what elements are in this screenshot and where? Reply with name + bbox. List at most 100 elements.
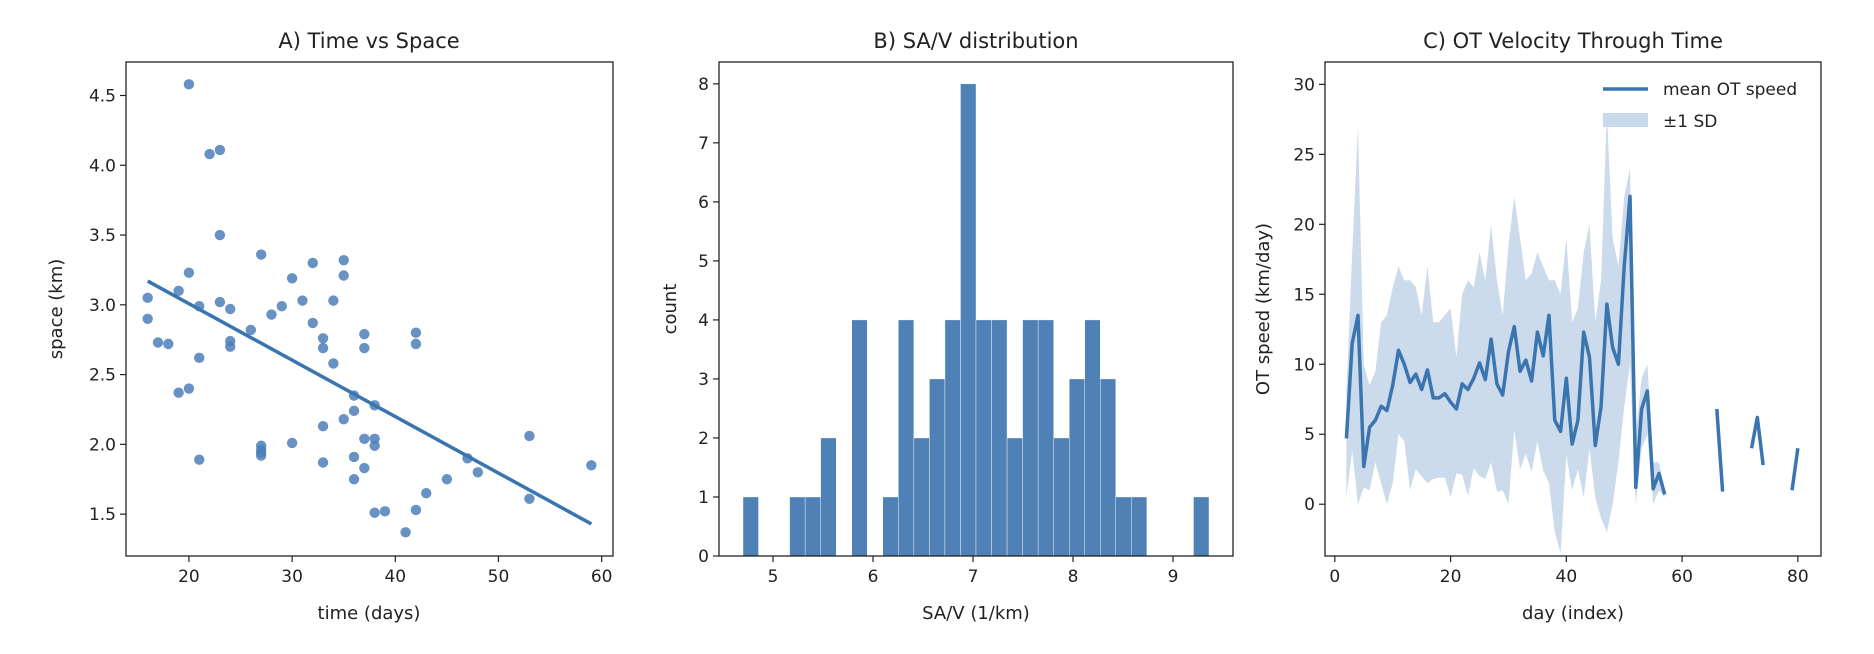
- panel-a-xtick-label: 50: [488, 567, 510, 587]
- scatter-point: [369, 507, 380, 518]
- histogram-bar: [742, 496, 759, 557]
- scatter-point: [194, 454, 205, 465]
- histogram-bar: [1022, 319, 1039, 557]
- histogram-bar: [898, 319, 915, 557]
- panel-c-ot-velocity: C) OT Velocity Through Time day (index) …: [1253, 29, 1822, 624]
- scatter-point: [328, 295, 339, 306]
- scatter-point: [204, 148, 215, 160]
- scatter-point: [421, 488, 432, 499]
- panel-c-ytick-label: 25: [1293, 145, 1315, 165]
- regression-line: [146, 279, 593, 526]
- scatter-point: [317, 457, 329, 468]
- scatter-point: [359, 328, 370, 340]
- scatter-point: [225, 341, 236, 352]
- panel-a-axes-frame: [125, 61, 614, 557]
- panel-b-ytick-label: 7: [698, 134, 709, 154]
- histogram-bar: [789, 496, 806, 557]
- scatter-point: [255, 249, 267, 260]
- panel-a-xtick-label: 40: [384, 567, 406, 587]
- scatter-point: [142, 292, 153, 304]
- panel-a-xlabel: time (days): [318, 603, 421, 624]
- panel-b-ytick-label: 8: [698, 75, 709, 95]
- scatter-point: [307, 257, 318, 269]
- panel-c-ytick-label: 10: [1293, 355, 1315, 375]
- scatter-point: [276, 301, 287, 312]
- legend-label-sd: ±1 SD: [1663, 112, 1717, 132]
- scatter-point: [214, 229, 226, 241]
- histogram-bar: [820, 437, 837, 557]
- histogram-bar: [1115, 496, 1132, 557]
- scatter-point: [183, 267, 195, 278]
- scatter-point: [359, 433, 370, 444]
- panel-a-ylabel: space (km): [46, 259, 67, 360]
- panel-c-ytick-label: 5: [1304, 425, 1315, 445]
- scatter-point: [348, 474, 360, 485]
- panel-c-xlabel: day (index): [1522, 603, 1624, 624]
- histogram-bar: [1084, 319, 1101, 557]
- panel-c-xtick-label: 80: [1787, 567, 1809, 587]
- scatter-point: [359, 342, 370, 354]
- scatter-point: [524, 430, 535, 442]
- panel-a-ytick-label: 2.5: [89, 366, 116, 386]
- panel-c-ytick-label: 30: [1293, 75, 1315, 95]
- histogram-bar: [1037, 319, 1054, 557]
- scatter-point: [472, 467, 484, 478]
- scatter-point: [245, 324, 257, 336]
- panel-a-ytick-label: 3.0: [89, 296, 116, 316]
- scatter-point: [214, 144, 226, 156]
- scatter-point: [163, 338, 174, 350]
- panel-a-xtick-label: 20: [178, 567, 200, 587]
- scatter-point: [255, 450, 267, 461]
- scatter-point: [152, 337, 164, 348]
- panel-c-xtick-label: 0: [1329, 567, 1340, 587]
- scatter-point: [225, 303, 236, 315]
- scatter-point: [214, 296, 226, 308]
- panel-c-axes-frame: [1324, 61, 1822, 557]
- panel-b-xlabel: SA/V (1/km): [922, 603, 1030, 624]
- scatter-point: [194, 352, 205, 364]
- panel-c-xtick-label: 40: [1556, 567, 1578, 587]
- legend: mean OT speed ±1 SD: [1603, 80, 1797, 132]
- scatter-point: [286, 437, 298, 449]
- panel-c-ytick-label: 15: [1293, 285, 1315, 305]
- scatter-point: [183, 79, 195, 90]
- scatter-point: [173, 285, 184, 297]
- scatter-point: [142, 313, 153, 324]
- panel-b-ytick-label: 0: [698, 547, 709, 567]
- panel-b-ytick-label: 1: [698, 488, 709, 508]
- panel-b-xtick-label: 5: [768, 567, 779, 587]
- panel-b-ytick-label: 2: [698, 429, 709, 449]
- panel-a-xtick-label: 60: [591, 567, 613, 587]
- scatter-point: [317, 421, 329, 432]
- scatter-point: [307, 317, 318, 329]
- scatter-point: [359, 462, 370, 474]
- scatter-point: [586, 460, 597, 471]
- panel-b-sav-distribution: B) SA/V distribution SA/V (1/km) count 5…: [660, 29, 1234, 624]
- legend-label-mean: mean OT speed: [1663, 80, 1797, 100]
- scatter-point: [369, 440, 380, 451]
- scatter-point: [410, 338, 422, 350]
- histogram-bar: [960, 83, 977, 557]
- panel-c-ytick-label: 20: [1293, 215, 1315, 235]
- panel-a-title: A) Time vs Space: [278, 29, 459, 53]
- panel-b-xtick-label: 8: [1068, 567, 1079, 587]
- panel-b-xtick-label: 7: [968, 567, 979, 587]
- scatter-point: [348, 451, 360, 463]
- scatter-point: [317, 333, 329, 344]
- histogram-bar: [975, 319, 992, 557]
- panel-c-title: C) OT Velocity Through Time: [1423, 29, 1723, 53]
- panel-a-ytick-label: 4.5: [89, 86, 116, 106]
- panel-b-axes-frame: [718, 61, 1234, 557]
- histogram-bar: [991, 319, 1008, 557]
- scatter-point: [441, 474, 453, 485]
- panel-b-ytick-label: 4: [698, 311, 709, 331]
- histogram-bar: [1131, 496, 1148, 557]
- scatter-point: [297, 295, 308, 306]
- legend-band-swatch: [1603, 113, 1648, 127]
- histogram-bar: [882, 496, 899, 557]
- scatter-point: [183, 383, 195, 394]
- panel-b-ytick-label: 6: [698, 193, 709, 213]
- panel-c-ylabel: OT speed (km/day): [1253, 223, 1274, 395]
- panel-a-time-vs-space: A) Time vs Space time (days) space (km) …: [46, 29, 614, 624]
- scatter-point: [173, 387, 184, 398]
